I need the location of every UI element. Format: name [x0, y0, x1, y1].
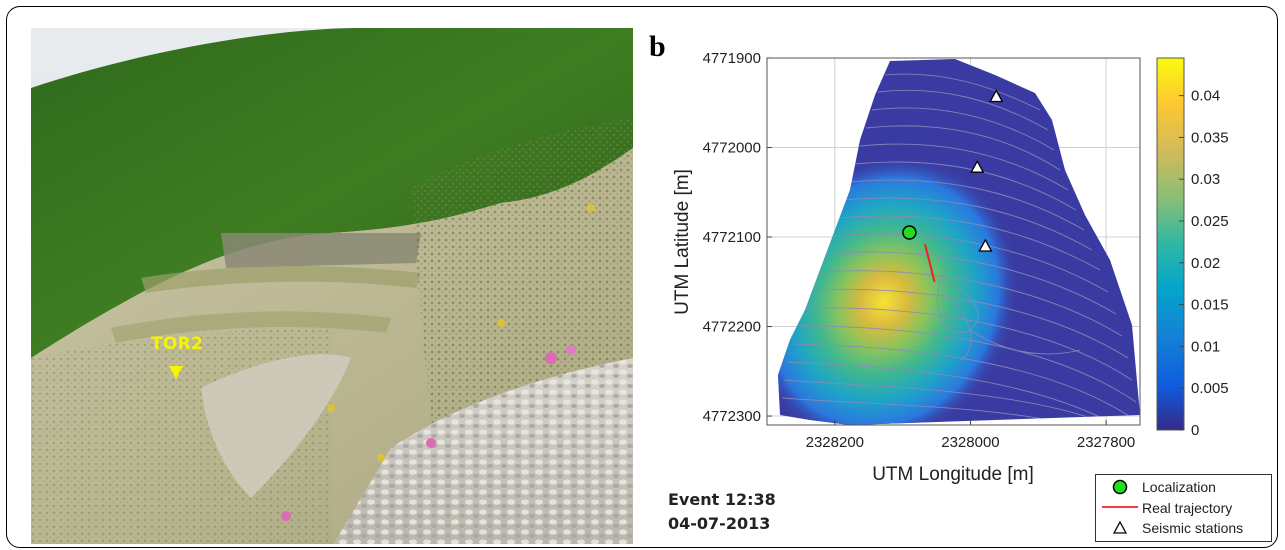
colorbar-tick-label: 0.01	[1191, 338, 1220, 355]
x-tick-label: 2328000	[941, 434, 999, 451]
x-tick-label: 2327800	[1077, 434, 1135, 451]
real-trajectory-line	[924, 243, 936, 283]
station-label-tor2: TOR2	[151, 334, 204, 354]
red-line-icon	[1102, 506, 1138, 508]
colorbar-tick-label: 0.03	[1191, 171, 1220, 188]
legend-item-localization: Localization	[1096, 478, 1273, 496]
localization-marker	[902, 225, 917, 240]
event-time: Event 12:38	[668, 490, 776, 509]
legend-item-trajectory: Real trajectory	[1096, 499, 1273, 517]
x-tick-label: 2328200	[806, 434, 864, 451]
colorbar-tick-label: 0.025	[1191, 213, 1229, 230]
event-caption: Event 12:38 04-07-2013	[668, 488, 776, 536]
y-tick-label: 4771900	[703, 50, 761, 67]
colorbar-tick-label: 0.035	[1191, 129, 1229, 146]
legend-item-stations: Seismic stations	[1096, 519, 1273, 537]
landslide-photo	[31, 28, 633, 544]
panel-b-letter: b	[649, 30, 666, 63]
y-tick-label: 4772200	[703, 319, 761, 336]
seismic-station-marker	[970, 159, 985, 173]
legend-label: Seismic stations	[1142, 520, 1244, 536]
triangle-outline-marker-icon	[1112, 520, 1128, 534]
colorbar-tick-label: 0.015	[1191, 297, 1229, 314]
seismic-station-marker	[989, 89, 1004, 103]
colorbar-tick-label: 0.005	[1191, 380, 1229, 397]
contour-lines	[781, 73, 1140, 425]
y-tick-label: 4772100	[703, 229, 761, 246]
colorbar-tick-label: 0.02	[1191, 255, 1220, 272]
colorbar-tick-label: 0	[1191, 422, 1199, 439]
legend-label: Real trajectory	[1142, 500, 1233, 516]
figure-frame	[6, 6, 1278, 548]
y-axis-label: UTM Latitude [m]	[672, 169, 693, 315]
colorbar-tick-label: 0.04	[1191, 88, 1220, 105]
x-axis-label: UTM Longitude [m]	[872, 464, 1034, 485]
green-circle-marker-icon	[1112, 479, 1128, 495]
legend-label: Localization	[1142, 479, 1216, 495]
event-date: 04-07-2013	[668, 514, 771, 533]
seismic-localization-heatmap: 2328200 2328000 2327800 4771900 4772000 47721…	[672, 50, 1229, 485]
seismic-station-marker	[978, 238, 993, 252]
colorbar	[1156, 57, 1185, 431]
y-tick-label: 4772300	[703, 408, 761, 425]
y-tick-label: 4772000	[703, 140, 761, 157]
legend: Localization Real trajectory Seismic sta…	[1095, 474, 1272, 542]
